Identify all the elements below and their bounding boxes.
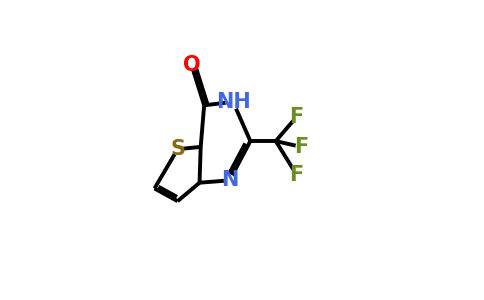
Text: S: S: [170, 139, 185, 159]
Circle shape: [226, 95, 240, 109]
Circle shape: [291, 112, 302, 122]
Circle shape: [172, 144, 182, 154]
Text: NH: NH: [216, 92, 250, 112]
Circle shape: [186, 60, 197, 70]
Circle shape: [296, 142, 306, 152]
Circle shape: [225, 175, 235, 185]
Text: N: N: [221, 170, 238, 190]
Text: F: F: [289, 107, 303, 127]
Text: O: O: [182, 55, 200, 75]
Text: F: F: [289, 165, 303, 184]
Text: F: F: [294, 137, 308, 157]
Circle shape: [291, 169, 302, 180]
